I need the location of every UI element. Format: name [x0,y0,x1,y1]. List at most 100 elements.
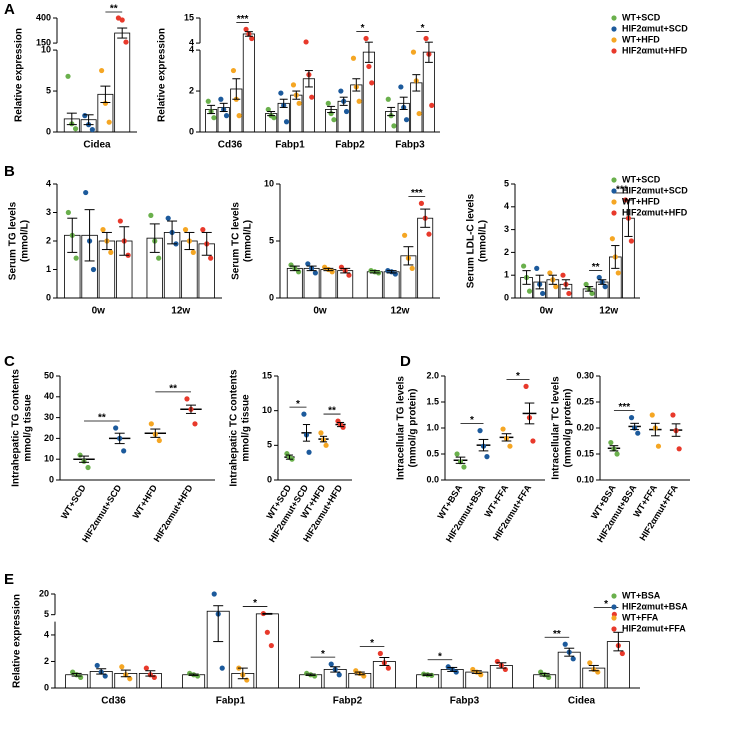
y-axis-label: mmol/g tissue [241,394,252,462]
error-bar [352,78,361,92]
error-bar [386,270,397,274]
error-bar [184,231,195,251]
data-point [343,108,350,115]
error-bar [66,112,77,126]
error-bar [237,667,248,680]
data-point [85,464,91,471]
bar [366,271,383,299]
significance-label: *** [411,188,423,199]
y-tick-label: 1 [504,270,509,280]
significance-label: * [321,649,325,660]
x-tick-label: Cd36 [101,696,126,707]
data-point [418,200,425,206]
error-bar [548,274,557,285]
significance-label: * [253,598,257,609]
error-bar [306,265,317,272]
bar [489,665,513,689]
data-point [507,443,513,449]
data-point [77,452,83,458]
data-point [649,412,655,418]
y-tick-label: 0.5 [426,448,439,458]
y-tick-label: 3 [504,224,509,234]
error-bar [403,246,414,266]
error-bar [522,270,531,285]
data-point [377,650,383,657]
y-tick-label: 15 [184,12,194,22]
data-point [102,673,108,679]
y-tick-label: 4 [46,178,51,188]
data-point [219,665,225,671]
data-point [99,67,105,74]
data-point [304,670,310,677]
error-bar [399,96,408,110]
legend-swatch [611,626,617,632]
data-point [148,421,154,427]
bar [557,651,581,689]
error-bar [501,433,512,442]
legend-swatch [611,210,617,216]
y-tick-label: 4 [189,44,194,54]
data-point [366,63,372,70]
significance-label: ** [169,384,177,395]
data-point [553,284,559,290]
error-bar [412,74,421,92]
data-point [608,439,614,446]
legend-swatch [611,37,617,43]
data-point [356,98,362,104]
significance-label: * [438,651,442,662]
y-axis-label: (mmol/g protein) [408,389,419,468]
data-point [90,266,97,273]
data-point [283,119,290,125]
data-point [119,664,125,670]
significance-label: * [370,638,374,649]
y-tick-label: 4 [44,629,49,639]
x-tick-label: Cidea [83,140,111,151]
legend-label: HIF2αmut+BSA [622,601,688,611]
error-bar [232,78,241,100]
data-point [305,261,311,267]
y-tick-label: 1 [46,264,51,274]
bar [337,100,350,133]
y-tick-label: 30 [44,412,54,422]
y-tick-label: 4 [504,201,509,211]
significance-label: * [361,23,365,34]
data-point [614,451,620,457]
data-point [309,94,315,100]
data-point [670,412,676,418]
significance-label: * [516,371,520,382]
significance-label: ** [553,629,561,640]
y-axis-label: mmol/g tissue [23,394,34,462]
data-point [619,650,625,657]
panel-label: A [4,1,15,18]
legend-label: HIF2αmut+SCD [622,23,688,33]
error-bar [145,670,156,677]
y-tick-label: 3 [46,207,51,217]
data-point [182,227,189,233]
data-point [500,426,506,432]
x-tick-label: HIF2αmut+SCD [80,483,124,545]
data-point [187,670,193,677]
data-point [676,446,682,452]
data-point [445,664,451,670]
y-tick-label: 0.0 [426,474,439,484]
panel-label: E [4,571,14,588]
y-tick-label: 10 [44,454,54,464]
data-point [521,263,527,269]
data-point [190,249,196,255]
y-axis-label: Intrahepatic TC contents [229,369,240,487]
panel-label: C [4,353,15,370]
x-tick-label: Cd36 [218,140,243,151]
error-bar [289,265,300,272]
error-bar [539,672,550,677]
error-bar [201,231,212,256]
error-bar [471,670,482,674]
y-axis-label: Intracellular TG levels [396,376,407,480]
y-tick-label: 0 [504,292,509,302]
data-point [628,415,635,421]
error-bar [71,672,82,677]
y-tick-label: 0.20 [576,422,594,432]
y-tick-label: 20 [39,588,49,598]
x-tick-label: 12w [171,306,190,317]
significance-label: ** [592,262,600,273]
